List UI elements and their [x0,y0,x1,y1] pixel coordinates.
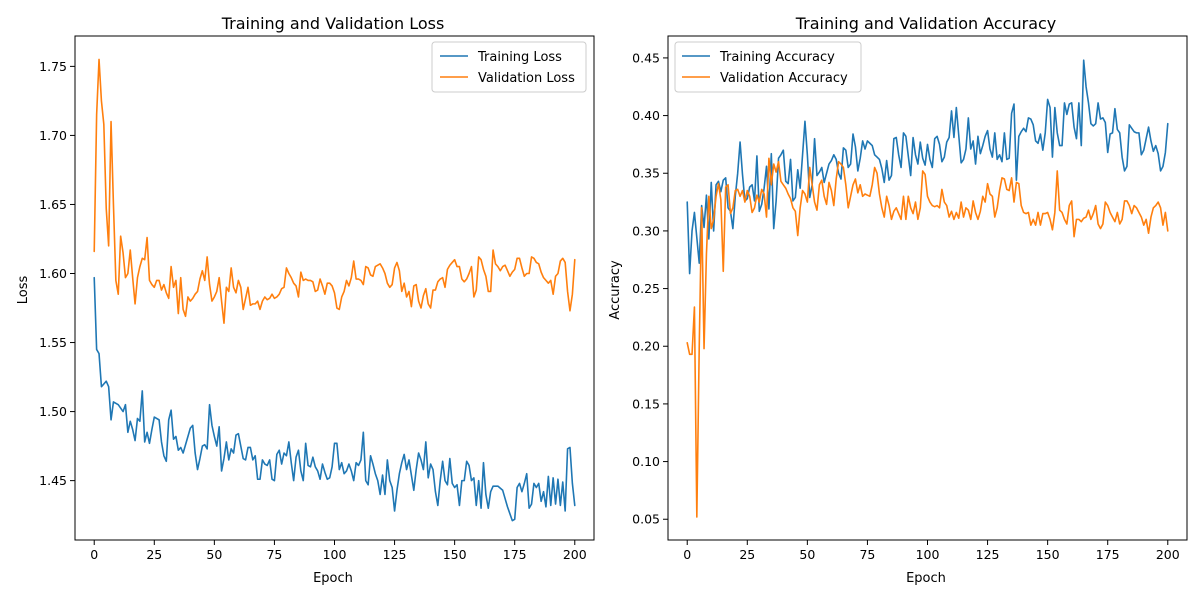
loss-x-tick-label: 100 [323,547,347,562]
loss-y-tick-label: 1.65 [39,197,67,212]
loss-series-layer [93,58,576,522]
legend-label-validation-accuracy: Validation Accuracy [720,71,848,86]
loss-y-tick-label: 1.50 [39,404,67,419]
accuracy-x-tick-label: 100 [916,547,940,562]
loss-series-training-line [93,276,576,522]
accuracy-x-tick-label: 200 [1156,547,1180,562]
accuracy-y-tick-label: 0.05 [632,512,660,527]
accuracy-x-tick-label: 25 [739,547,755,562]
accuracy-series-validation-line [686,157,1169,518]
accuracy-chart: Training and Validation Accuracy Epoch A… [608,14,1188,586]
accuracy-chart-title: Training and Validation Accuracy [795,14,1057,33]
loss-x-tick-label: 200 [563,547,587,562]
loss-x-tick-label: 150 [443,547,467,562]
loss-x-axis-label: Epoch [313,571,353,586]
loss-chart-title: Training and Validation Loss [221,14,445,33]
accuracy-x-tick-label: 75 [859,547,875,562]
accuracy-y-tick-label: 0.35 [632,166,660,181]
legend-label-training-accuracy: Training Accuracy [719,50,835,65]
loss-legend: Training Loss Validation Loss [431,41,587,93]
loss-legend-box [431,41,587,93]
loss-x-tick-label: 25 [146,547,162,562]
accuracy-legend: Training Accuracy Validation Accuracy [674,41,862,93]
accuracy-series-layer [686,59,1169,518]
accuracy-x-tick-label: 50 [799,547,815,562]
accuracy-y-tick-label: 0.15 [632,396,660,411]
accuracy-y-tick-label: 0.20 [632,339,660,354]
accuracy-x-tick-label: 175 [1096,547,1120,562]
loss-chart: Training and Validation Loss Epoch Loss … [16,14,595,586]
accuracy-plot-frame [667,35,1188,541]
legend-label-training-loss: Training Loss [477,50,562,65]
loss-y-tick-label: 1.60 [39,266,67,281]
accuracy-y-axis-label: Accuracy [608,260,623,320]
loss-x-tick-label: 125 [383,547,407,562]
accuracy-legend-box [674,41,862,93]
accuracy-x-tick-label: 0 [683,547,691,562]
loss-y-tick-label: 1.55 [39,335,67,350]
accuracy-y-tick-label: 0.40 [632,108,660,123]
loss-x-tick-label: 0 [90,547,98,562]
legend-label-validation-loss: Validation Loss [478,71,575,86]
loss-x-tick-label: 75 [266,547,282,562]
accuracy-x-tick-label: 125 [976,547,1000,562]
accuracy-y-tick-label: 0.25 [632,281,660,296]
loss-ticks-layer: 0 25 50 75 100 125 150 175 200 1.45 1.50 1.55 1.60 1.… [39,59,587,562]
loss-y-tick-label: 1.75 [39,59,67,74]
accuracy-x-axis-label: Epoch [906,571,946,586]
loss-x-tick-label: 175 [503,547,527,562]
accuracy-y-tick-label: 0.10 [632,454,660,469]
loss-y-tick-label: 1.45 [39,473,67,488]
accuracy-y-tick-label: 0.30 [632,223,660,238]
loss-y-tick-label: 1.70 [39,128,67,143]
loss-plot-frame [74,35,595,541]
accuracy-y-tick-label: 0.45 [632,50,660,65]
loss-series-validation-line [93,58,576,325]
loss-x-tick-label: 50 [206,547,222,562]
accuracy-ticks-layer: 0 25 50 75 100 125 150 175 200 0.05 0.10 0.15 0.20 0.… [632,50,1180,562]
accuracy-x-tick-label: 150 [1036,547,1060,562]
loss-y-axis-label: Loss [16,276,31,305]
